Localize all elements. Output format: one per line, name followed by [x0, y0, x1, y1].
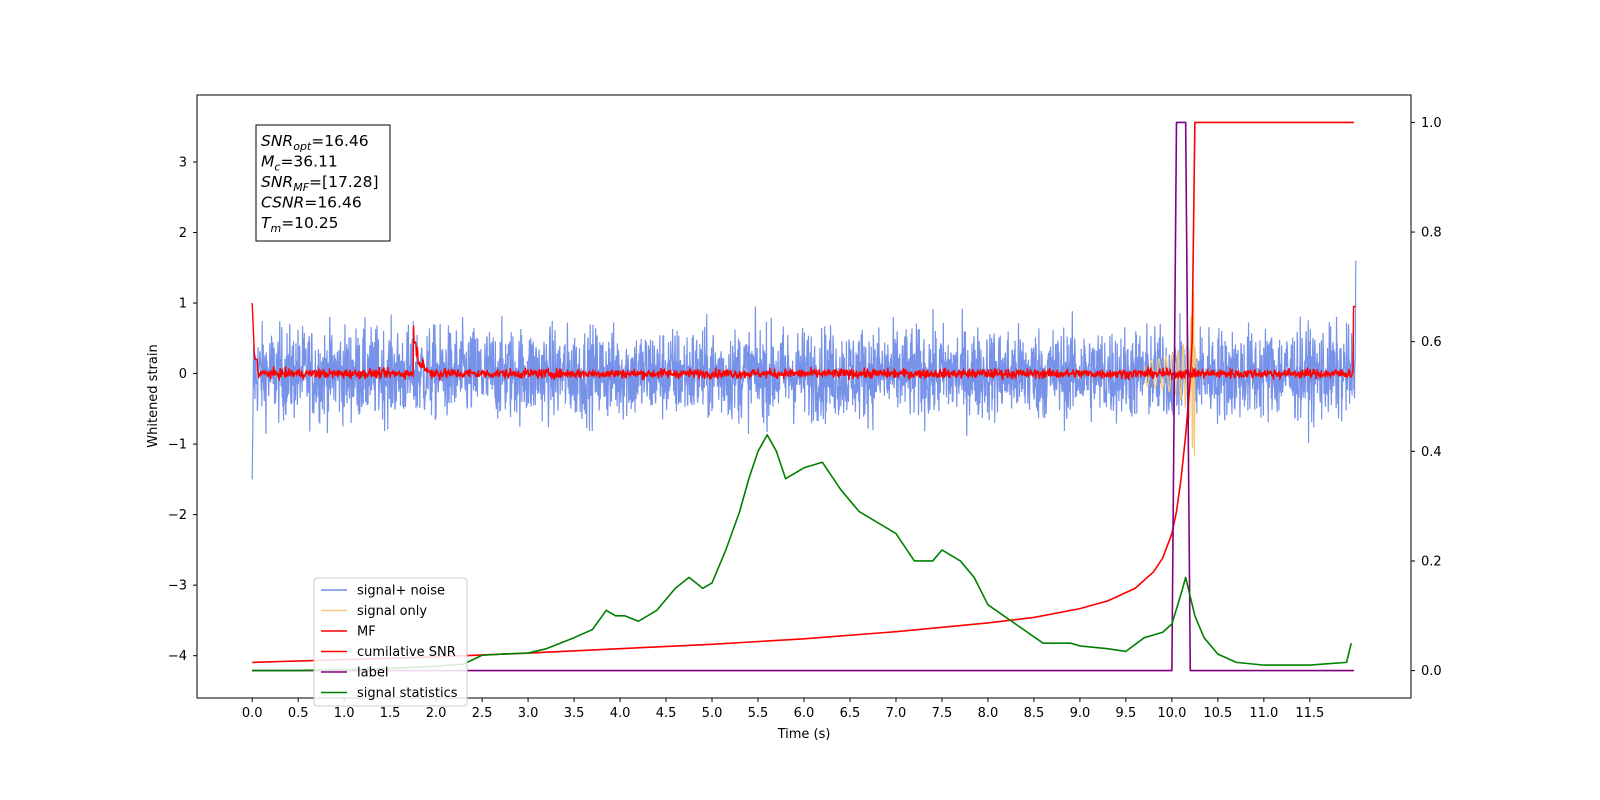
x-tick-label: 9.5 [1116, 706, 1137, 721]
annotation-value: =16.46 [304, 194, 361, 212]
x-tick-label: 3.0 [518, 706, 539, 721]
x-tick-label: 7.0 [886, 706, 907, 721]
x-tick-label: 11.5 [1295, 706, 1324, 721]
axes-layer: 0.0 0.5 1.0 1.5 2.0 2.5 3.0 3.5 4.0 4.5 5.0 5.5 6.0 6… [168, 116, 1442, 721]
x-tick-label: 0.0 [242, 706, 263, 721]
annotation-line: Mc=36.11 [261, 153, 338, 174]
annotation-value: =16.46 [311, 132, 368, 150]
legend-label: signal+ noise [357, 584, 445, 599]
y2-tick-label: 0.2 [1421, 554, 1442, 569]
x-tick-label: 2.0 [426, 706, 447, 721]
annotation-line: SNRopt=16.46 [261, 132, 369, 153]
x-tick-label: 5.5 [748, 706, 769, 721]
series-layer [251, 121, 1357, 672]
y2-tick-label: 0.0 [1421, 664, 1442, 679]
annotation-symbol: SNR [261, 173, 293, 191]
x-tick-label: 1.5 [380, 706, 401, 721]
y-tick-label: −2 [168, 508, 187, 523]
x-tick-label: 5.0 [702, 706, 723, 721]
x-tick-label: 7.5 [932, 706, 953, 721]
y-tick-label: −3 [168, 579, 187, 594]
series-mf [251, 303, 1356, 382]
x-tick-label: 9.0 [1070, 706, 1091, 721]
legend: signal+ noise signal only MF cumilative SNR… [313, 577, 468, 707]
annotation-frame [255, 124, 391, 242]
annotation-symbol: T [261, 214, 272, 232]
series-signal-noise [251, 260, 1357, 480]
x-tick-label: 4.0 [610, 706, 631, 721]
x-tick-label: 1.0 [334, 706, 355, 721]
legend-label: label [357, 666, 388, 681]
y-tick-label: 3 [179, 156, 187, 171]
annotation-box: SNRopt=16.46Mc=36.11SNRMF=[17.28]CSNR=16… [255, 124, 391, 242]
x-tick-label: 2.5 [472, 706, 493, 721]
y-tick-label: −4 [168, 649, 187, 664]
x-tick-label: 8.0 [978, 706, 999, 721]
annotation-value: =[17.28] [309, 173, 378, 191]
legend-frame [313, 577, 468, 707]
legend-label: MF [357, 625, 376, 640]
x-tick-label: 8.5 [1024, 706, 1045, 721]
annotation-subscript: opt [293, 140, 312, 153]
x-axis-label: Time (s) [777, 727, 831, 742]
annotation-symbol: CSNR [261, 194, 304, 212]
x-tick-label: 6.0 [794, 706, 815, 721]
legend-label: signal statistics [357, 686, 458, 701]
annotation-symbol: SNR [261, 132, 293, 150]
y2-tick-label: 0.8 [1421, 226, 1442, 241]
x-tick-label: 11.0 [1249, 706, 1278, 721]
annotation-line: CSNR=16.46 [261, 194, 362, 212]
annotation-line: SNRMF=[17.28] [261, 173, 379, 194]
y2-tick-label: 1.0 [1421, 116, 1442, 131]
annotation-subscript: c [274, 161, 280, 174]
legend-label: signal only [357, 604, 427, 619]
annotation-symbol: M [261, 153, 274, 171]
y2-tick-label: 0.4 [1421, 445, 1442, 460]
y2-tick-label: 0.6 [1421, 335, 1442, 350]
y-tick-label: 0 [179, 367, 187, 382]
series-cumulative-snr [252, 121, 1354, 664]
annotation-line: Tm=10.25 [261, 214, 339, 235]
x-tick-label: 10.0 [1157, 706, 1186, 721]
annotation-subscript: m [270, 222, 281, 235]
legend-label: cumilative SNR [357, 645, 456, 660]
x-tick-label: 4.5 [656, 706, 677, 721]
annotation-value: =36.11 [280, 153, 337, 171]
annotation-value: =10.25 [281, 214, 338, 232]
y-axis-label: Whitened strain [146, 344, 161, 447]
x-tick-label: 6.5 [840, 706, 861, 721]
x-tick-label: 3.5 [564, 706, 585, 721]
y-tick-label: 2 [179, 226, 187, 241]
x-tick-label: 10.5 [1203, 706, 1232, 721]
annotation-subscript: MF [293, 181, 309, 194]
y-tick-label: 1 [179, 297, 187, 312]
y-tick-label: −1 [168, 438, 187, 453]
series-label [252, 121, 1354, 672]
series-signal-statistics [252, 434, 1352, 672]
x-tick-label: 0.5 [288, 706, 309, 721]
